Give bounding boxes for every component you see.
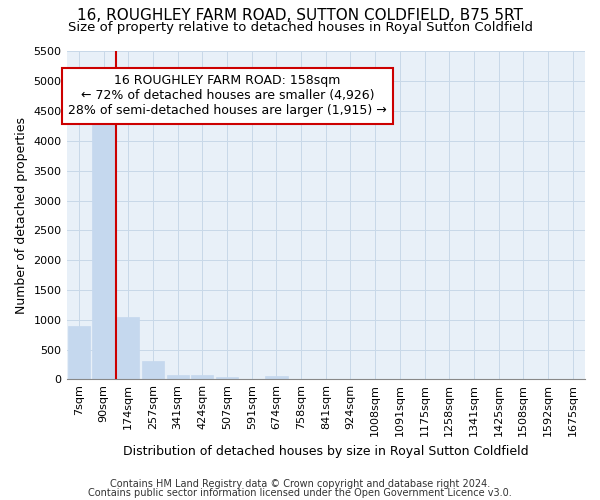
Text: Size of property relative to detached houses in Royal Sutton Coldfield: Size of property relative to detached ho… [67, 21, 533, 34]
Text: Contains public sector information licensed under the Open Government Licence v3: Contains public sector information licen… [88, 488, 512, 498]
Y-axis label: Number of detached properties: Number of detached properties [15, 117, 28, 314]
Bar [92, 108, 115, 380]
Text: 16 ROUGHLEY FARM ROAD: 158sqm
← 72% of detached houses are smaller (4,926)
28% o: 16 ROUGHLEY FARM ROAD: 158sqm ← 72% of d… [68, 74, 386, 118]
Text: 16, ROUGHLEY FARM ROAD, SUTTON COLDFIELD, B75 5RT: 16, ROUGHLEY FARM ROAD, SUTTON COLDFIELD… [77, 8, 523, 22]
Bar [68, 326, 90, 380]
Bar [142, 362, 164, 380]
Bar [191, 375, 214, 380]
Bar [216, 376, 238, 380]
Bar [167, 374, 189, 380]
Bar [265, 376, 287, 380]
Bar [117, 316, 139, 380]
Text: Contains HM Land Registry data © Crown copyright and database right 2024.: Contains HM Land Registry data © Crown c… [110, 479, 490, 489]
X-axis label: Distribution of detached houses by size in Royal Sutton Coldfield: Distribution of detached houses by size … [123, 444, 529, 458]
